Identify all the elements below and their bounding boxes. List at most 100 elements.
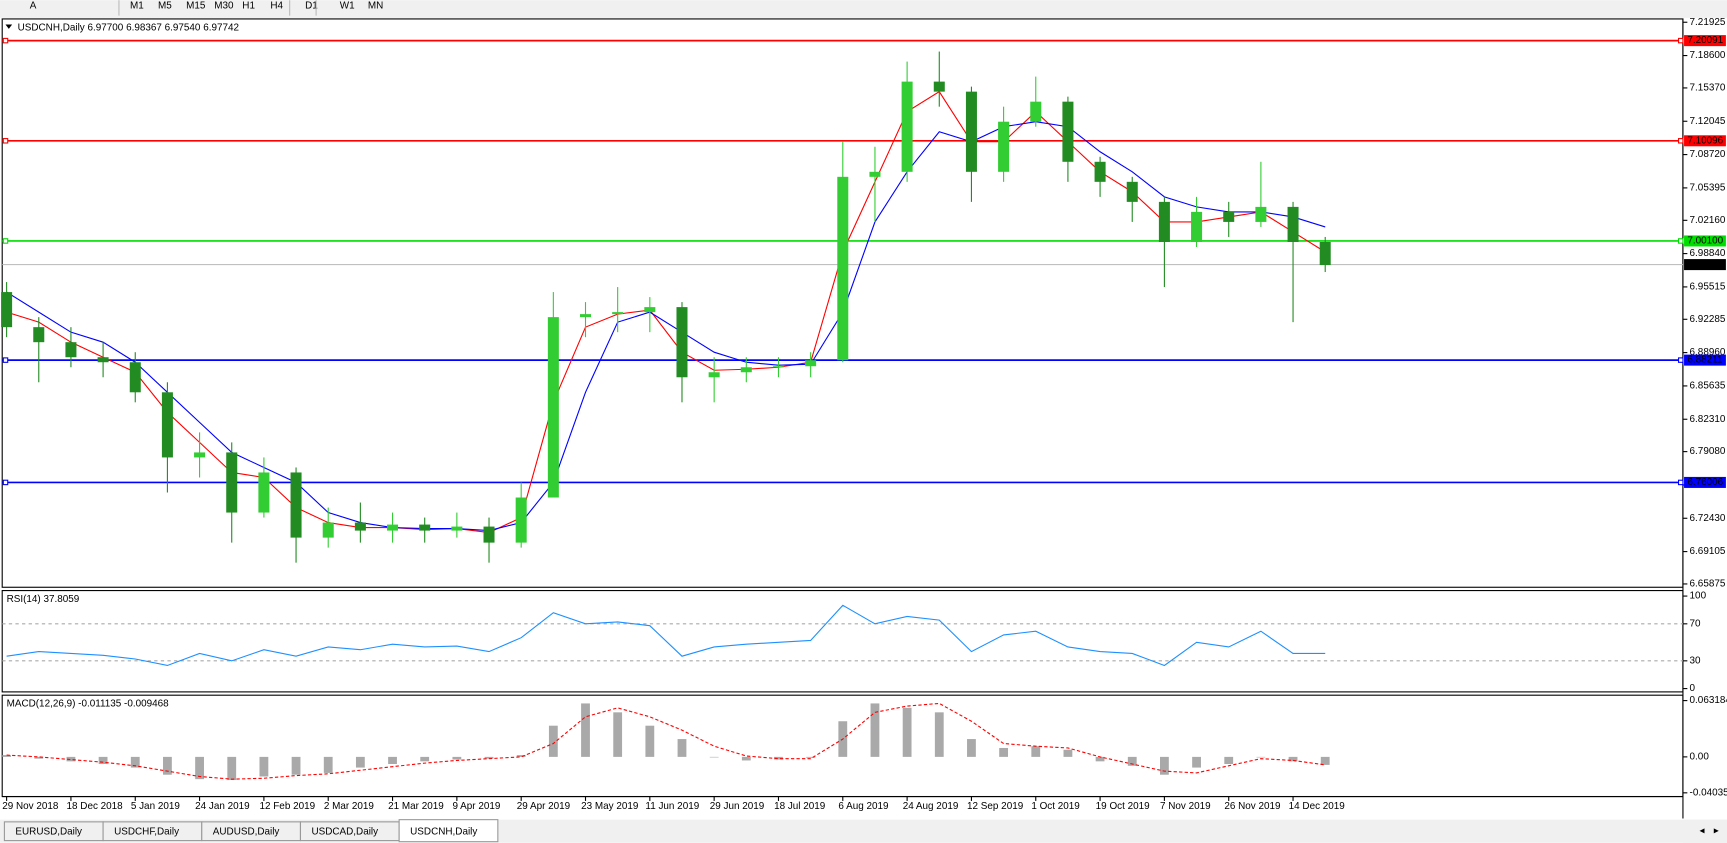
level-label: 6.76006 (1687, 477, 1723, 488)
y-tick-label: 0 (1690, 683, 1696, 694)
level-handle[interactable] (2, 357, 9, 363)
macd-bar (98, 756, 108, 765)
candle-body (65, 342, 77, 358)
font-button[interactable]: A (30, 0, 37, 11)
y-tick-label: 7.08720 (1690, 149, 1726, 160)
tab[interactable] (398, 819, 499, 843)
timeframe-button[interactable]: W1 (340, 0, 355, 11)
macd-signal (6, 702, 1326, 780)
candle-body (644, 307, 656, 313)
macd-bar (484, 756, 494, 759)
x-tick-label: 18 Dec 2018 (67, 801, 124, 812)
x-tick-label: 2 Mar 2019 (324, 801, 375, 812)
macd-bar (548, 725, 558, 757)
candle-body (1, 292, 13, 328)
tab-label[interactable]: AUDUSD,Daily (213, 826, 280, 837)
y-tick-label: 100 (1690, 591, 1707, 602)
candle-body (1094, 161, 1106, 182)
x-tick-label: 24 Aug 2019 (903, 801, 959, 812)
level-handle[interactable] (2, 238, 9, 244)
level-tag (1684, 476, 1726, 488)
y-tick-label: 7.21925 (1690, 17, 1726, 28)
macd-bar (1127, 756, 1137, 766)
timeframe-button[interactable]: H4 (270, 0, 283, 11)
tab-label[interactable]: USDCNH,Daily (410, 826, 477, 837)
candle-body (515, 497, 527, 543)
tab-label[interactable]: USDCAD,Daily (311, 826, 378, 837)
timeframe-button[interactable]: MN (368, 0, 383, 11)
timeframe-button[interactable]: M5 (158, 0, 172, 11)
x-tick-label: 6 Aug 2019 (838, 801, 889, 812)
macd-bar (2, 755, 12, 757)
candle-body (772, 366, 784, 368)
candle-body (1126, 181, 1138, 202)
macd-bar (195, 756, 204, 780)
level-handle[interactable] (2, 138, 9, 144)
candle-body (612, 312, 624, 315)
macd-bar (323, 756, 333, 773)
rsi-line (6, 604, 1326, 667)
macd-bar (516, 755, 526, 757)
level-handle[interactable] (1677, 138, 1684, 144)
level-handle[interactable] (2, 479, 9, 486)
macd-bar (34, 756, 44, 759)
x-tick-label: 1 Oct 2019 (1031, 801, 1080, 812)
x-tick-label: 26 Nov 2019 (1224, 801, 1281, 812)
panel (1, 590, 1684, 693)
macd-bar (1320, 756, 1330, 765)
tab-label[interactable]: USDCHF,Daily (114, 826, 179, 837)
y-tick-label: 7.15370 (1690, 83, 1726, 94)
timeframe-button[interactable]: D1 (305, 0, 318, 11)
candle-body (387, 524, 399, 531)
y-tick-label: 0.00 (1690, 752, 1710, 763)
macd-bar (902, 707, 912, 757)
candle-body (1223, 211, 1235, 222)
candle-body (322, 522, 334, 538)
macd-bar (227, 756, 237, 781)
panel-title: USDCNH,Daily 6.97700 6.98367 6.97540 6.9… (18, 22, 240, 33)
timeframe-button[interactable]: H1 (242, 0, 255, 11)
macd-bar (581, 703, 590, 757)
macd-bar (741, 756, 751, 761)
level-handle[interactable] (2, 37, 9, 44)
macd-bar (677, 739, 687, 757)
level-label: 7.00100 (1687, 236, 1723, 247)
last-price-tag (1684, 259, 1726, 271)
candle-body (1030, 101, 1042, 122)
dropdown-icon (5, 24, 13, 29)
macd-bar (999, 747, 1009, 757)
x-tick-label: 12 Sep 2019 (967, 801, 1024, 812)
macd-bar (355, 756, 365, 768)
level-handle[interactable] (1677, 357, 1684, 363)
level-handle[interactable] (1677, 238, 1684, 244)
macd-bar (291, 756, 301, 775)
toolbar (0, 0, 1727, 18)
timeframe-button[interactable]: M1 (130, 0, 144, 11)
y-tick-label: 6.85635 (1690, 381, 1726, 392)
level-tag (1684, 135, 1726, 147)
macd-bar (1288, 756, 1298, 762)
y-tick-label: 6.95515 (1690, 282, 1726, 293)
y-tick-label: 6.69105 (1690, 546, 1726, 557)
x-tick-label: 11 Jun 2019 (645, 801, 699, 812)
y-tick-label: 30 (1690, 655, 1702, 666)
scroll-left[interactable]: ◂ (1699, 825, 1704, 836)
candle-body (258, 472, 270, 513)
x-tick-label: 23 May 2019 (581, 801, 639, 812)
level-handle[interactable] (1677, 479, 1684, 486)
candle-body (33, 327, 45, 343)
timeframe-button[interactable]: M30 (214, 0, 234, 11)
x-tick-label: 18 Jul 2019 (774, 801, 826, 812)
y-tick-label: 7.02160 (1690, 215, 1726, 226)
tab-label[interactable]: EURUSD,Daily (15, 826, 82, 837)
candle-body (901, 81, 913, 172)
macd-bar (1256, 756, 1266, 758)
candle-body (1287, 206, 1299, 242)
macd-bar (163, 756, 172, 775)
timeframe-button[interactable]: M15 (186, 0, 206, 11)
candle-body (579, 314, 592, 318)
scroll-right[interactable]: ▸ (1714, 825, 1719, 836)
macd-bar (613, 712, 623, 757)
level-handle[interactable] (1677, 37, 1684, 44)
